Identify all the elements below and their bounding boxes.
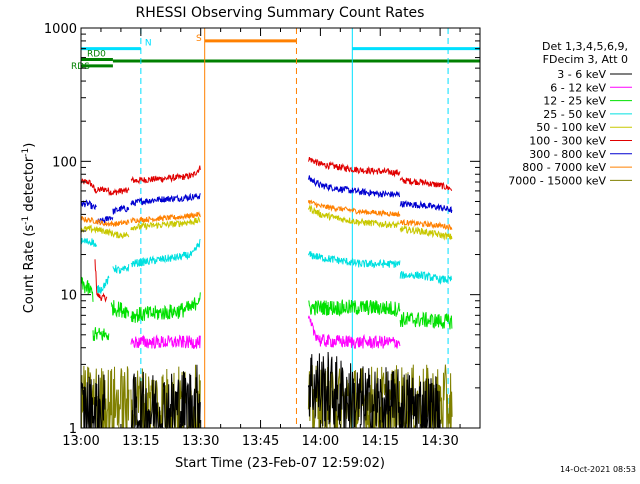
legend-entry-label-2: 12 - 25 keV (543, 95, 606, 108)
series-line-3-2 (307, 204, 401, 229)
series-line-0-1 (94, 259, 108, 303)
series-line-4-0 (80, 237, 98, 247)
series-line-2-3 (399, 218, 453, 231)
flag-label-rd0: RD0 (87, 50, 106, 60)
series-line-1-5 (399, 200, 453, 213)
series-line-0-0 (80, 178, 130, 197)
series-line-8-1 (130, 364, 201, 429)
chart-title: RHESSI Observing Summary Count Rates (136, 5, 425, 21)
series-line-1-0 (80, 199, 97, 211)
series-line-5-0 (80, 276, 94, 302)
series-line-6-1 (307, 315, 401, 350)
x-tick-label-6: 14:30 (421, 434, 458, 449)
series-line-5-4 (308, 299, 401, 317)
series-line-5-1 (92, 327, 110, 341)
flag-label-n: N (145, 39, 152, 49)
svg-text:Count Rate (s-1 detector-1): Count Rate (s-1 detector-1) (21, 143, 37, 314)
y-tick-label-0: 1 (69, 422, 77, 437)
legend-entry-label-3: 25 - 50 keV (543, 108, 606, 121)
x-tick-label-0: 13:00 (62, 434, 99, 449)
series-line-4-1 (96, 275, 110, 295)
x-tick-label-3: 13:45 (242, 434, 279, 449)
legend-entry-label-1: 6 - 12 keV (550, 81, 606, 94)
series-line-0-3 (307, 156, 401, 178)
timestamp: 14-Oct-2021 08:53 (560, 465, 636, 474)
x-tick-label-5: 14:15 (362, 434, 399, 449)
series-300-800-kev (80, 175, 453, 225)
series-line-0-2 (130, 165, 201, 185)
legend-entry-label-8: 7000 - 15000 keV (508, 174, 606, 187)
series-line-2-1 (130, 211, 201, 224)
flag-label-s: S (196, 34, 202, 44)
series-line-5-5 (399, 311, 453, 330)
series-line-4-3 (130, 238, 201, 268)
y-tick-label-3: 1000 (44, 22, 77, 37)
series-line-1-2 (112, 204, 130, 215)
series-line-3-0 (80, 224, 130, 240)
series-line-0-4 (399, 176, 453, 192)
series-line-1-3 (130, 192, 201, 207)
series-12-25-kev (80, 276, 453, 341)
series-line-4-2 (112, 264, 130, 274)
series-line-4-5 (399, 270, 453, 285)
series-6-12-kev (130, 315, 401, 350)
series-line-4-4 (307, 251, 401, 269)
y-axis-label: Count Rate (s-1 detector-1) (21, 143, 37, 314)
legend-entry-label-5: 100 - 300 keV (529, 135, 606, 148)
axes-layer: 13:00 13:15 13:30 13:45 14:00 14:15 14:30 1 10 10… (44, 22, 481, 449)
y-tick-label-2: 100 (52, 155, 77, 170)
x-tick-label-1: 13:15 (122, 434, 159, 449)
legend-entry-label-7: 800 - 7000 keV (522, 161, 606, 174)
series-line-5-2 (110, 300, 130, 319)
legend-header-1: FDecim 3, Att 0 (543, 53, 628, 66)
series-line-3-3 (399, 224, 453, 241)
x-tick-label-4: 14:00 (302, 434, 339, 449)
series-line-2-0 (81, 215, 130, 227)
series-layer (80, 156, 453, 430)
series-800-7000-kev (81, 199, 453, 231)
x-axis-label: Start Time (23-Feb-07 12:59:02) (175, 456, 385, 471)
series-line-3-1 (130, 216, 201, 231)
series-line-5-3 (130, 292, 201, 323)
series-25-50-kev (80, 237, 453, 295)
x-tick-label-2: 13:30 (182, 434, 219, 449)
series-line-1-4 (307, 175, 401, 199)
legend-entry-label-4: 50 - 100 keV (536, 121, 606, 134)
legend: Det 1,3,4,5,6,9,FDecim 3, Att 0 3 - 6 keV… (508, 40, 632, 187)
series-line-2-2 (307, 199, 401, 217)
series-line-6-0 (130, 334, 201, 350)
series-100-300-kev (80, 156, 453, 303)
y-tick-label-1: 10 (60, 289, 77, 304)
series-line-8-2 (307, 351, 441, 429)
legend-entry-label-6: 300 - 800 keV (529, 148, 606, 161)
legend-header-0: Det 1,3,4,5,6,9, (542, 40, 628, 53)
series-50-100-kev (80, 204, 453, 241)
legend-entry-label-0: 3 - 6 keV (557, 68, 606, 81)
